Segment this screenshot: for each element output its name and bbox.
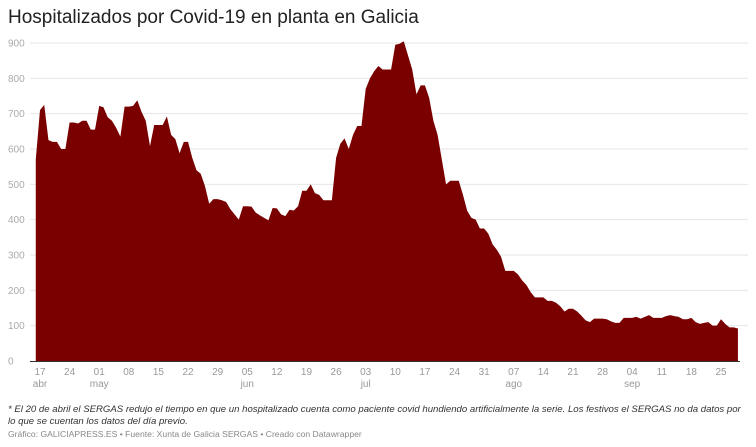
x-month-label: ago — [505, 379, 522, 390]
y-tick-label: 700 — [8, 109, 25, 120]
y-tick-label: 200 — [8, 286, 25, 297]
x-month-label: jun — [240, 379, 254, 390]
x-tick-label: 01 — [94, 367, 106, 378]
x-tick-label: 11 — [657, 367, 668, 378]
y-tick-label: 300 — [8, 251, 25, 262]
x-tick-label: 03 — [360, 367, 372, 378]
y-tick-label: 0 — [8, 357, 14, 368]
x-tick-label: 08 — [123, 367, 135, 378]
x-month-label: may — [90, 379, 109, 390]
y-tick-label: 900 — [8, 39, 25, 50]
x-month-label: abr — [33, 379, 48, 390]
chart-title: Hospitalizados por Covid-19 en planta en… — [8, 7, 419, 28]
y-tick-label: 100 — [8, 321, 25, 332]
y-tick-label: 600 — [8, 145, 25, 156]
x-tick-label: 07 — [508, 367, 520, 378]
x-month-label: sep — [624, 379, 641, 390]
x-tick-label: 29 — [212, 367, 224, 378]
x-tick-label: 14 — [538, 367, 550, 378]
area-series — [35, 41, 738, 361]
x-tick-label: 04 — [627, 367, 639, 378]
y-tick-label: 500 — [8, 180, 25, 191]
y-tick-label: 400 — [8, 215, 25, 226]
x-tick-label: 24 — [449, 367, 461, 378]
x-tick-label: 17 — [419, 367, 431, 378]
x-tick-label: 18 — [686, 367, 698, 378]
x-tick-label: 17 — [34, 367, 46, 378]
x-tick-label: 10 — [390, 367, 402, 378]
x-month-label: jul — [360, 379, 371, 390]
footnote: * El 20 de abril el SERGAS redujo el tie… — [8, 404, 741, 427]
credit-line: Gráfico: GALICIAPRESS.ES • Fuente: Xunta… — [8, 429, 362, 439]
x-tick-label: 22 — [182, 367, 194, 378]
x-tick-label: 25 — [715, 367, 727, 378]
x-tick-label: 19 — [301, 367, 313, 378]
x-tick-label: 21 — [567, 367, 579, 378]
x-tick-label: 24 — [64, 367, 76, 378]
x-tick-label: 31 — [479, 367, 491, 378]
x-tick-label: 05 — [242, 367, 254, 378]
y-tick-label: 800 — [8, 74, 25, 85]
x-tick-label: 28 — [597, 367, 609, 378]
x-tick-label: 15 — [153, 367, 165, 378]
x-tick-label: 12 — [271, 367, 283, 378]
x-tick-label: 26 — [331, 367, 343, 378]
